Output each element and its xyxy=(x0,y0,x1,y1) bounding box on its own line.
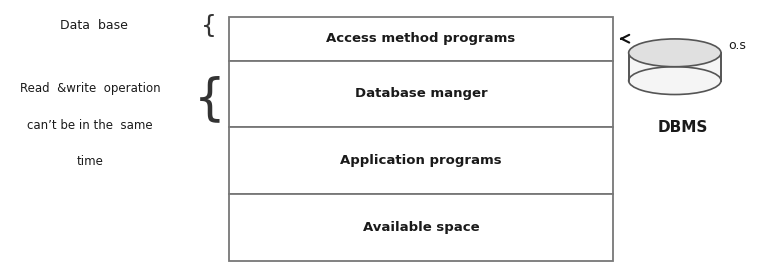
Text: Read  &write  operation: Read &write operation xyxy=(20,83,160,95)
Text: Access method programs: Access method programs xyxy=(326,32,516,45)
Ellipse shape xyxy=(628,39,721,67)
Text: Data  base: Data base xyxy=(60,19,128,31)
Bar xyxy=(228,127,613,194)
Text: DBMS: DBMS xyxy=(658,120,708,135)
Bar xyxy=(228,61,613,127)
Bar xyxy=(628,53,721,81)
Text: can’t be in the  same: can’t be in the same xyxy=(27,119,153,131)
Text: Available space: Available space xyxy=(362,221,480,234)
Text: Application programs: Application programs xyxy=(340,154,502,167)
Text: time: time xyxy=(76,155,103,168)
Bar xyxy=(228,194,613,261)
Text: {: { xyxy=(201,14,217,38)
Text: {: { xyxy=(194,75,225,123)
Text: o.s: o.s xyxy=(729,39,746,52)
Text: Database manger: Database manger xyxy=(355,87,487,100)
Bar xyxy=(228,17,613,61)
Ellipse shape xyxy=(628,67,721,95)
